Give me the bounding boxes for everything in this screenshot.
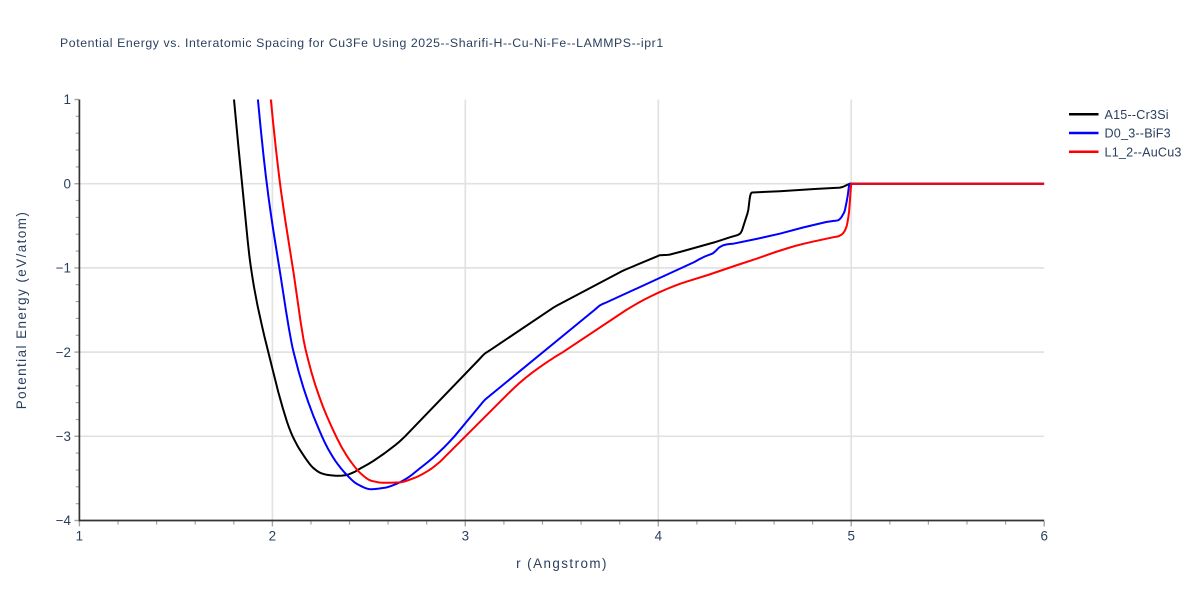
svg-text:3: 3	[462, 529, 469, 544]
svg-text:Potential Energy (eV/atom): Potential Energy (eV/atom)	[14, 211, 29, 409]
svg-text:1: 1	[64, 92, 71, 107]
svg-text:0: 0	[64, 176, 71, 191]
svg-text:r (Angstrom): r (Angstrom)	[516, 556, 608, 571]
svg-text:−4: −4	[56, 513, 72, 528]
svg-text:5: 5	[847, 529, 854, 544]
svg-text:1: 1	[76, 529, 83, 544]
svg-text:−1: −1	[56, 261, 71, 276]
svg-text:−2: −2	[56, 345, 71, 360]
svg-text:2: 2	[269, 529, 276, 544]
svg-text:A15--Cr3Si: A15--Cr3Si	[1105, 108, 1169, 122]
svg-text:−3: −3	[56, 429, 71, 444]
svg-text:6: 6	[1040, 529, 1047, 544]
svg-text:D0_3--BiF3: D0_3--BiF3	[1105, 127, 1171, 141]
svg-text:L1_2--AuCu3: L1_2--AuCu3	[1105, 145, 1182, 159]
svg-text:Potential Energy vs. Interatom: Potential Energy vs. Interatomic Spacing…	[60, 36, 664, 50]
svg-text:4: 4	[655, 529, 663, 544]
